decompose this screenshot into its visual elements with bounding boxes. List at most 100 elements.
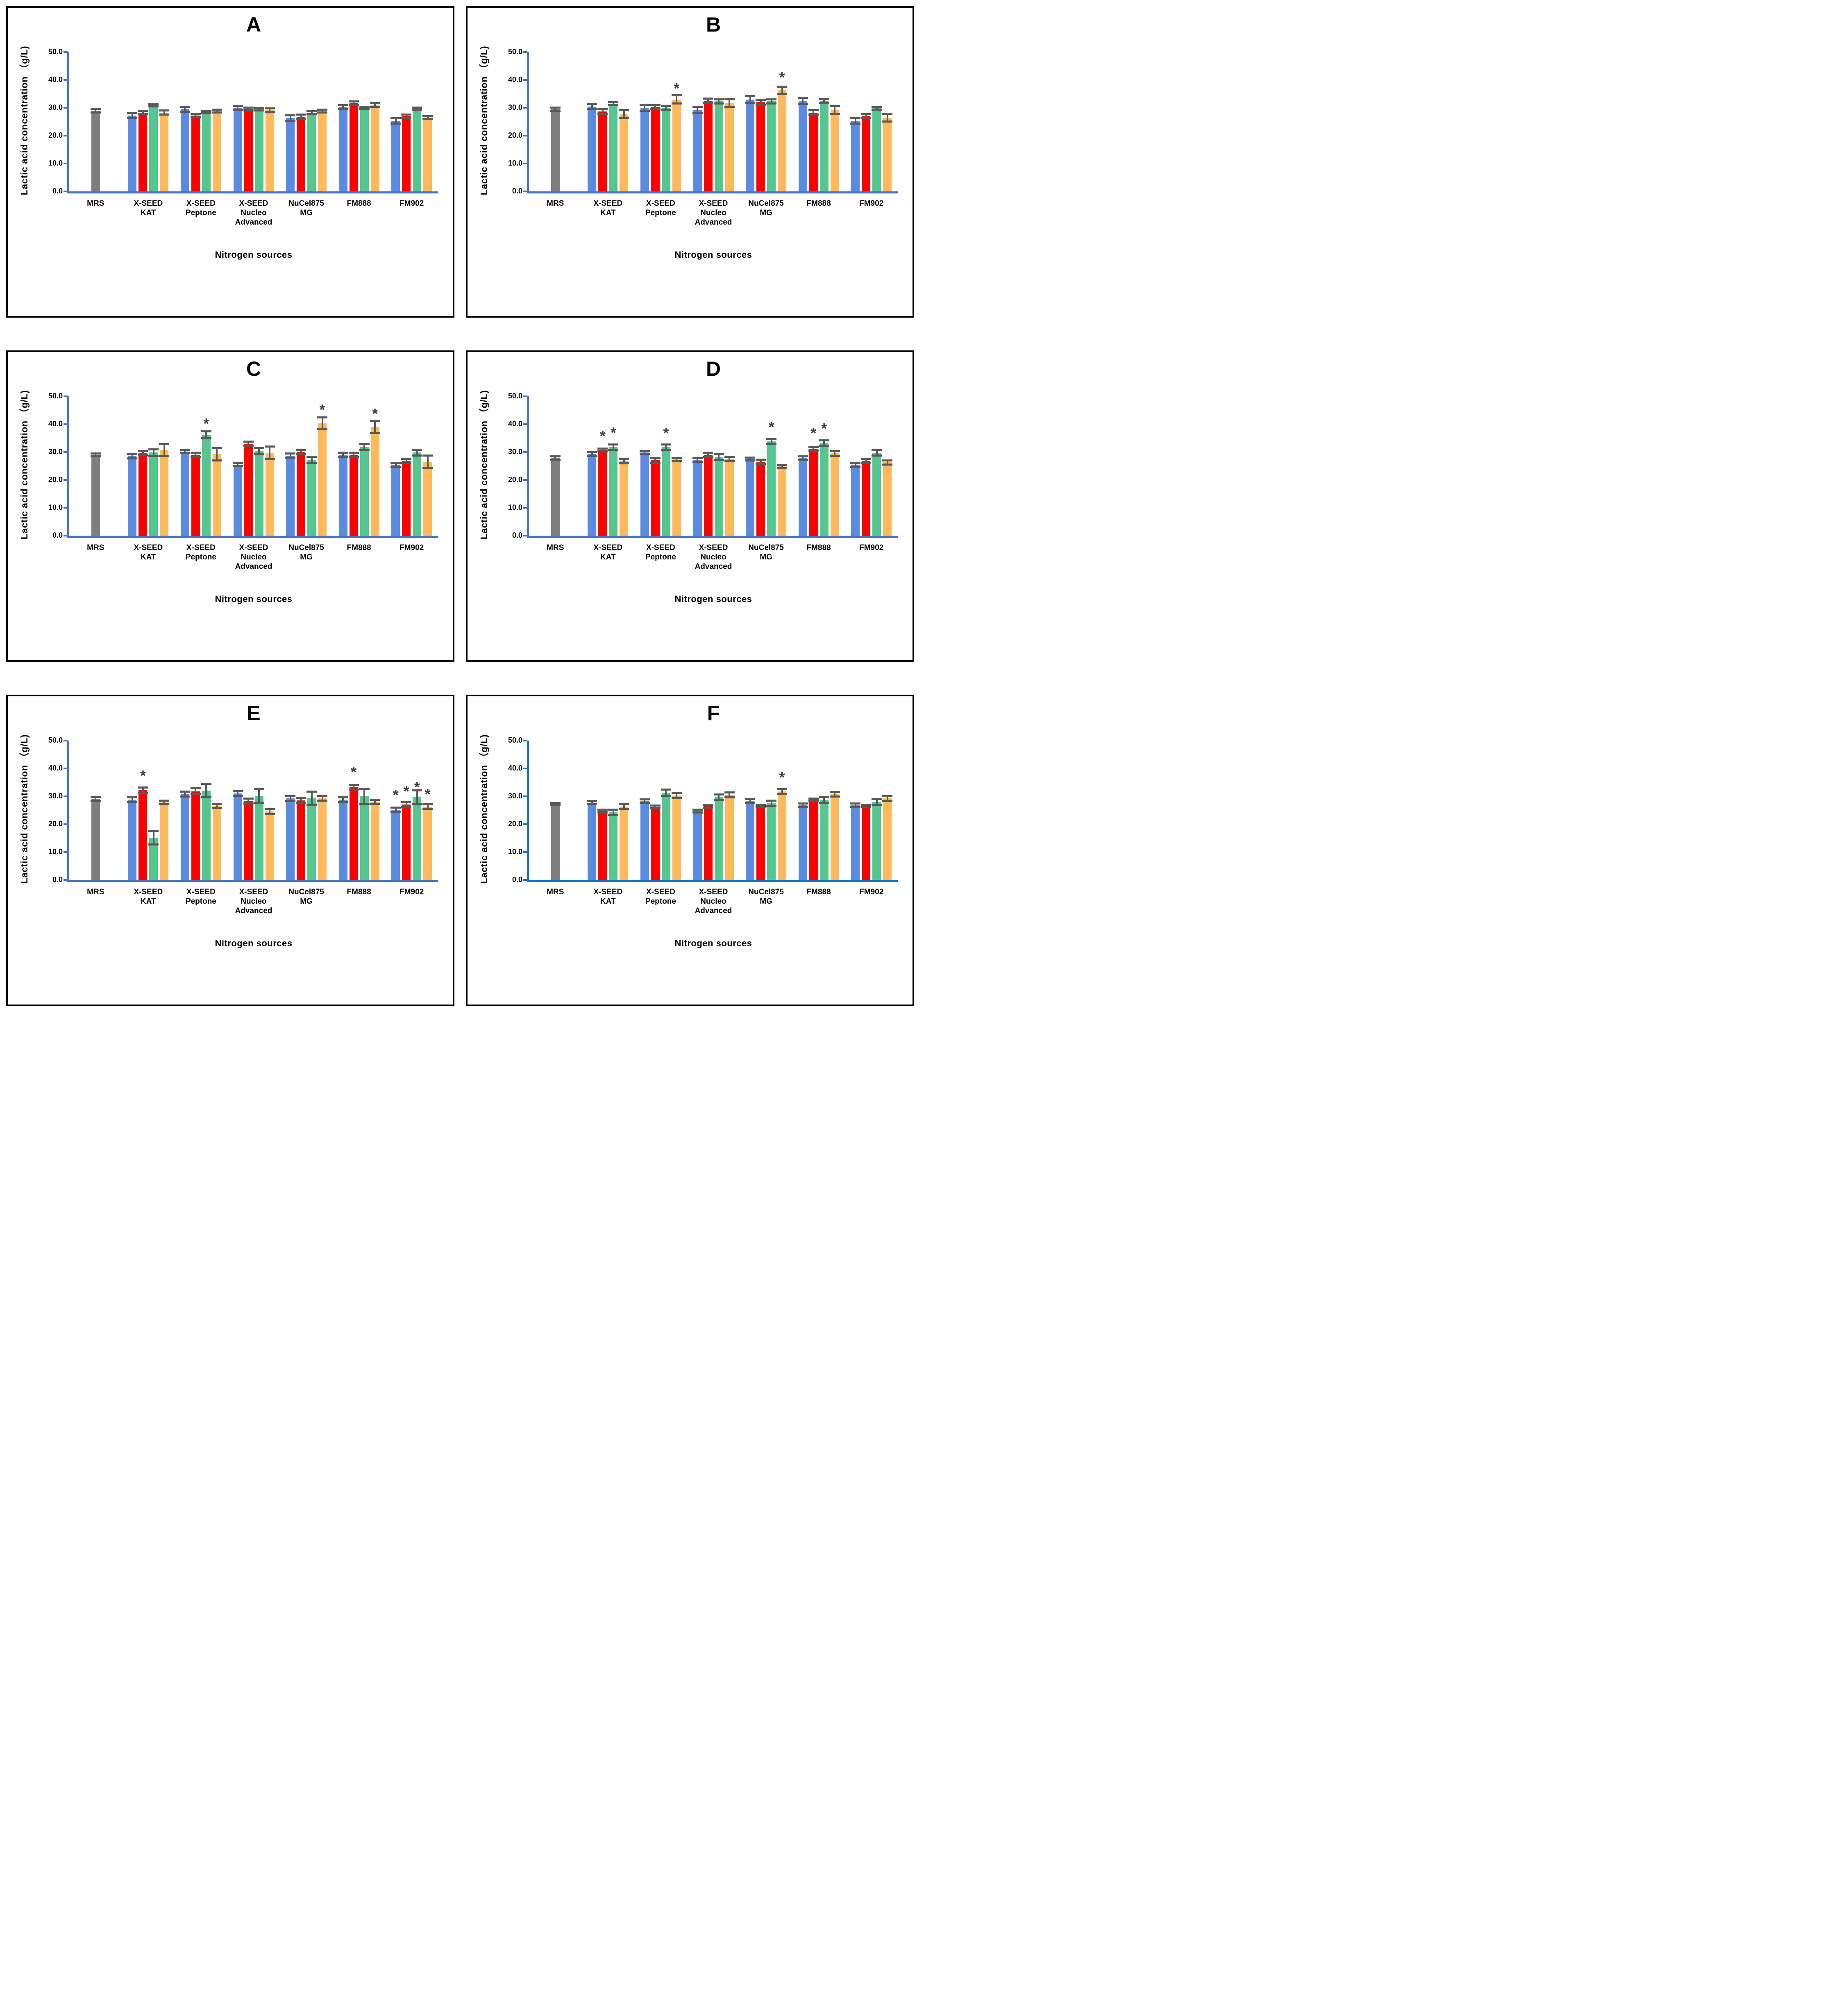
x-category-label-line: MRS <box>547 888 564 896</box>
x-category-label-line: X-SEED <box>134 199 163 208</box>
x-category-label-nucel875-mg: NuCel875 MG <box>270 543 343 562</box>
error-bar-top-cap <box>148 830 159 832</box>
error-bar-bottom-cap <box>127 457 138 459</box>
error-bar-top-cap <box>412 107 422 109</box>
bar-x-seed-peptone-green <box>661 793 670 880</box>
significance-asterisk: * <box>319 401 325 418</box>
bar-x-seed-peptone-green <box>661 447 670 536</box>
error-bar-bottom-cap <box>264 110 275 113</box>
error-bar-bottom-cap <box>211 807 222 809</box>
y-tick-label: 0.0 <box>52 531 63 539</box>
error-bar-top-cap <box>359 787 370 790</box>
x-category-label-mrs: MRS <box>59 887 132 897</box>
bar-x-seed-peptone-red <box>191 116 200 191</box>
error-bar-line <box>654 458 656 463</box>
error-bar-line <box>665 789 667 796</box>
y-tick-label: 30.0 <box>508 792 522 800</box>
error-bar-bottom-cap <box>190 116 201 119</box>
error-bar-top-cap <box>713 453 724 455</box>
bar-mrs-control <box>91 110 100 191</box>
error-bar-top-cap <box>692 808 703 811</box>
bar-x-seed-nucleo-advanced-green <box>714 457 723 536</box>
error-bar-bottom-cap <box>138 113 148 116</box>
x-category-label-x-seed-kat: X-SEED KAT <box>572 199 645 218</box>
bar-x-seed-nucleo-advanced-blue <box>693 109 702 191</box>
significance-asterisk: * <box>393 786 399 804</box>
bar-x-seed-kat-green <box>609 812 618 880</box>
y-tick-mark <box>523 79 527 81</box>
error-bar-bottom-cap <box>671 460 682 463</box>
x-category-label-line: X-SEED <box>134 888 163 896</box>
x-category-label-mrs: MRS <box>519 887 592 897</box>
error-bar-bottom-cap <box>872 804 882 806</box>
error-bar-bottom-cap <box>808 449 819 452</box>
error-bar-top-cap <box>422 803 433 806</box>
x-axis-title: Nitrogen sources <box>215 250 293 260</box>
bar-fm888-orange <box>370 802 379 880</box>
error-bar-line <box>184 106 186 112</box>
error-bar-line <box>876 450 878 456</box>
y-tick-label: 0.0 <box>512 187 522 195</box>
y-tick-mark <box>64 135 68 136</box>
error-bar-top-cap <box>317 795 328 797</box>
error-bar-top-cap <box>138 450 148 452</box>
error-bar-top-cap <box>861 804 872 806</box>
error-bar-line <box>258 789 260 803</box>
error-bar-line <box>311 456 313 464</box>
error-bar-bottom-cap <box>819 445 829 447</box>
bar-x-seed-nucleo-advanced-orange <box>265 811 274 880</box>
y-tick-label: 40.0 <box>48 764 63 772</box>
x-category-label-x-seed-nucleo-advanced: X-SEED Nucleo Advanced <box>677 887 750 916</box>
error-bar-top-cap <box>861 457 872 460</box>
error-bar-top-cap <box>317 109 328 111</box>
error-bar-line <box>405 114 407 118</box>
error-bar-top-cap <box>285 452 296 455</box>
x-category-label-line: Peptone <box>645 209 676 217</box>
error-bar-bottom-cap <box>872 454 882 457</box>
error-bar-line <box>300 450 302 455</box>
x-category-label-line: MRS <box>547 543 564 552</box>
error-bar-bottom-cap <box>608 814 619 816</box>
error-bar-top-cap <box>243 797 254 800</box>
error-bar-line <box>554 802 556 806</box>
y-tick-mark <box>523 535 527 536</box>
x-axis-line <box>527 191 898 193</box>
error-bar-bottom-cap <box>850 122 861 125</box>
error-bar-top-cap <box>401 801 412 803</box>
error-bar-line <box>142 450 144 455</box>
y-axis-line <box>527 52 529 191</box>
error-bar-bottom-cap <box>285 119 296 122</box>
x-category-label-x-seed-kat: X-SEED KAT <box>112 199 185 218</box>
bar-x-seed-peptone-orange <box>212 454 221 536</box>
significance-asterisk: * <box>414 779 420 796</box>
error-bar-line <box>707 98 709 104</box>
error-bar-line <box>395 463 397 467</box>
bar-nucel875-mg-green <box>307 798 316 880</box>
error-bar-top-cap <box>608 443 619 445</box>
x-category-label-line: NuCel875 <box>748 888 784 896</box>
error-bar-bottom-cap <box>850 806 861 808</box>
error-bar-top-cap <box>597 808 608 811</box>
error-bar-bottom-cap <box>692 461 703 463</box>
error-bar-bottom-cap <box>766 443 777 445</box>
error-bar-line <box>665 444 667 450</box>
error-bar-bottom-cap <box>861 117 872 119</box>
y-tick-mark <box>64 823 68 825</box>
error-bar-top-cap <box>850 117 861 120</box>
error-bar-bottom-cap <box>661 448 671 451</box>
error-bar-bottom-cap <box>550 110 561 112</box>
error-bar-bottom-cap <box>597 811 608 814</box>
bar-nucel875-mg-red <box>756 102 765 191</box>
error-bar-line <box>623 110 625 118</box>
error-bar-top-cap <box>639 798 650 801</box>
bar-nucel875-mg-blue <box>286 118 295 191</box>
bar-fm902-red <box>862 116 871 191</box>
error-bar-line <box>770 99 772 104</box>
error-bar-bottom-cap <box>232 465 243 468</box>
significance-asterisk: * <box>424 786 431 803</box>
error-bar-line <box>363 443 365 450</box>
error-bar-line <box>269 809 270 815</box>
error-bar-line <box>163 110 165 115</box>
bar-fm888-red <box>349 455 358 536</box>
y-tick-mark <box>64 851 68 853</box>
